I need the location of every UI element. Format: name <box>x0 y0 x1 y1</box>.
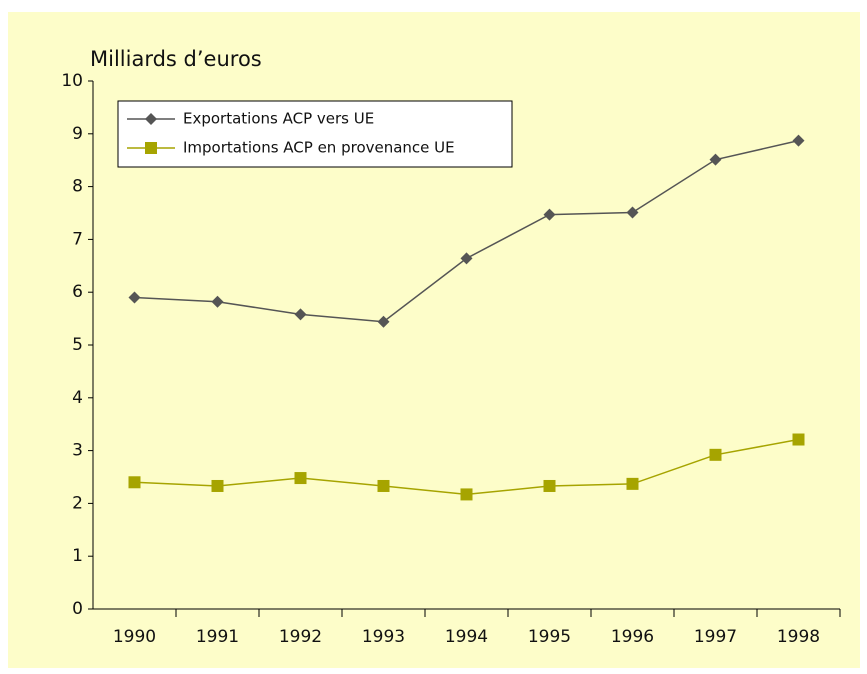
y-tick-label: 8 <box>72 177 83 197</box>
x-tick-label: 1998 <box>777 627 820 647</box>
marker <box>792 134 805 147</box>
legend <box>117 100 513 168</box>
marker <box>128 476 141 489</box>
legend-marker <box>145 142 157 154</box>
marker <box>543 208 556 221</box>
x-tick-label: 1994 <box>445 627 488 647</box>
legend-label: Exportations ACP vers UE <box>183 110 374 128</box>
legend-marker <box>145 113 157 125</box>
y-tick-label: 10 <box>61 71 83 91</box>
marker <box>211 479 224 492</box>
marker <box>211 295 224 308</box>
y-tick-label: 9 <box>72 124 83 144</box>
y-tick-label: 0 <box>72 599 83 619</box>
y-axis-label: Milliards d’euros <box>90 47 262 71</box>
y-tick-label: 2 <box>72 493 83 513</box>
x-tick-label: 1993 <box>362 627 405 647</box>
marker <box>543 479 556 492</box>
marker <box>294 472 307 485</box>
marker <box>294 308 307 321</box>
marker <box>377 315 390 328</box>
marker <box>792 433 805 446</box>
marker <box>626 477 639 490</box>
marker <box>128 291 141 304</box>
y-tick-label: 3 <box>72 441 83 461</box>
x-tick-label: 1996 <box>611 627 654 647</box>
x-tick-label: 1995 <box>528 627 571 647</box>
x-tick-label: 1997 <box>694 627 737 647</box>
marker <box>709 153 722 166</box>
y-tick-label: 1 <box>72 546 83 566</box>
marker <box>626 206 639 219</box>
x-tick-label: 1992 <box>279 627 322 647</box>
y-tick-label: 6 <box>72 282 83 302</box>
marker <box>709 448 722 461</box>
y-tick-label: 7 <box>72 229 83 249</box>
marker <box>460 488 473 501</box>
y-tick-label: 4 <box>72 388 83 408</box>
legend-label: Importations ACP en provenance UE <box>183 139 455 157</box>
marker <box>377 479 390 492</box>
y-tick-label: 5 <box>72 335 83 355</box>
x-tick-label: 1991 <box>196 627 239 647</box>
marker <box>460 252 473 265</box>
x-tick-label: 1990 <box>113 627 156 647</box>
